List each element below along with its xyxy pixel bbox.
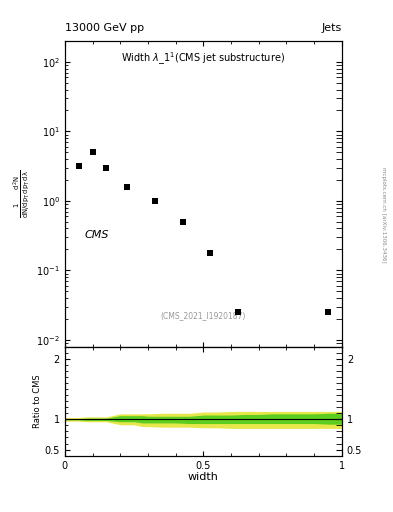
Point xyxy=(235,308,241,316)
Text: Width $\lambda\_1^1$(CMS jet substructure): Width $\lambda\_1^1$(CMS jet substructur… xyxy=(121,50,285,67)
Point xyxy=(90,148,96,156)
Y-axis label: $\mathsf{\frac{1}{dN/dp_T} \frac{d^2N}{dp_T\,d\lambda}}$: $\mathsf{\frac{1}{dN/dp_T} \frac{d^2N}{d… xyxy=(11,169,32,218)
Y-axis label: Ratio to CMS: Ratio to CMS xyxy=(33,374,42,428)
Point xyxy=(124,183,130,191)
Text: (CMS_2021_I1920187): (CMS_2021_I1920187) xyxy=(161,311,246,321)
Text: Jets: Jets xyxy=(321,23,342,33)
Point xyxy=(103,164,110,172)
Point xyxy=(180,218,186,226)
Point xyxy=(207,248,213,257)
Text: 13000 GeV pp: 13000 GeV pp xyxy=(65,23,144,33)
Point xyxy=(75,162,82,170)
Text: mcplots.cern.ch [arXiv:1306.3436]: mcplots.cern.ch [arXiv:1306.3436] xyxy=(381,167,386,263)
X-axis label: width: width xyxy=(188,472,219,482)
Text: CMS: CMS xyxy=(84,230,109,241)
Point xyxy=(325,308,331,316)
Point xyxy=(152,197,158,205)
